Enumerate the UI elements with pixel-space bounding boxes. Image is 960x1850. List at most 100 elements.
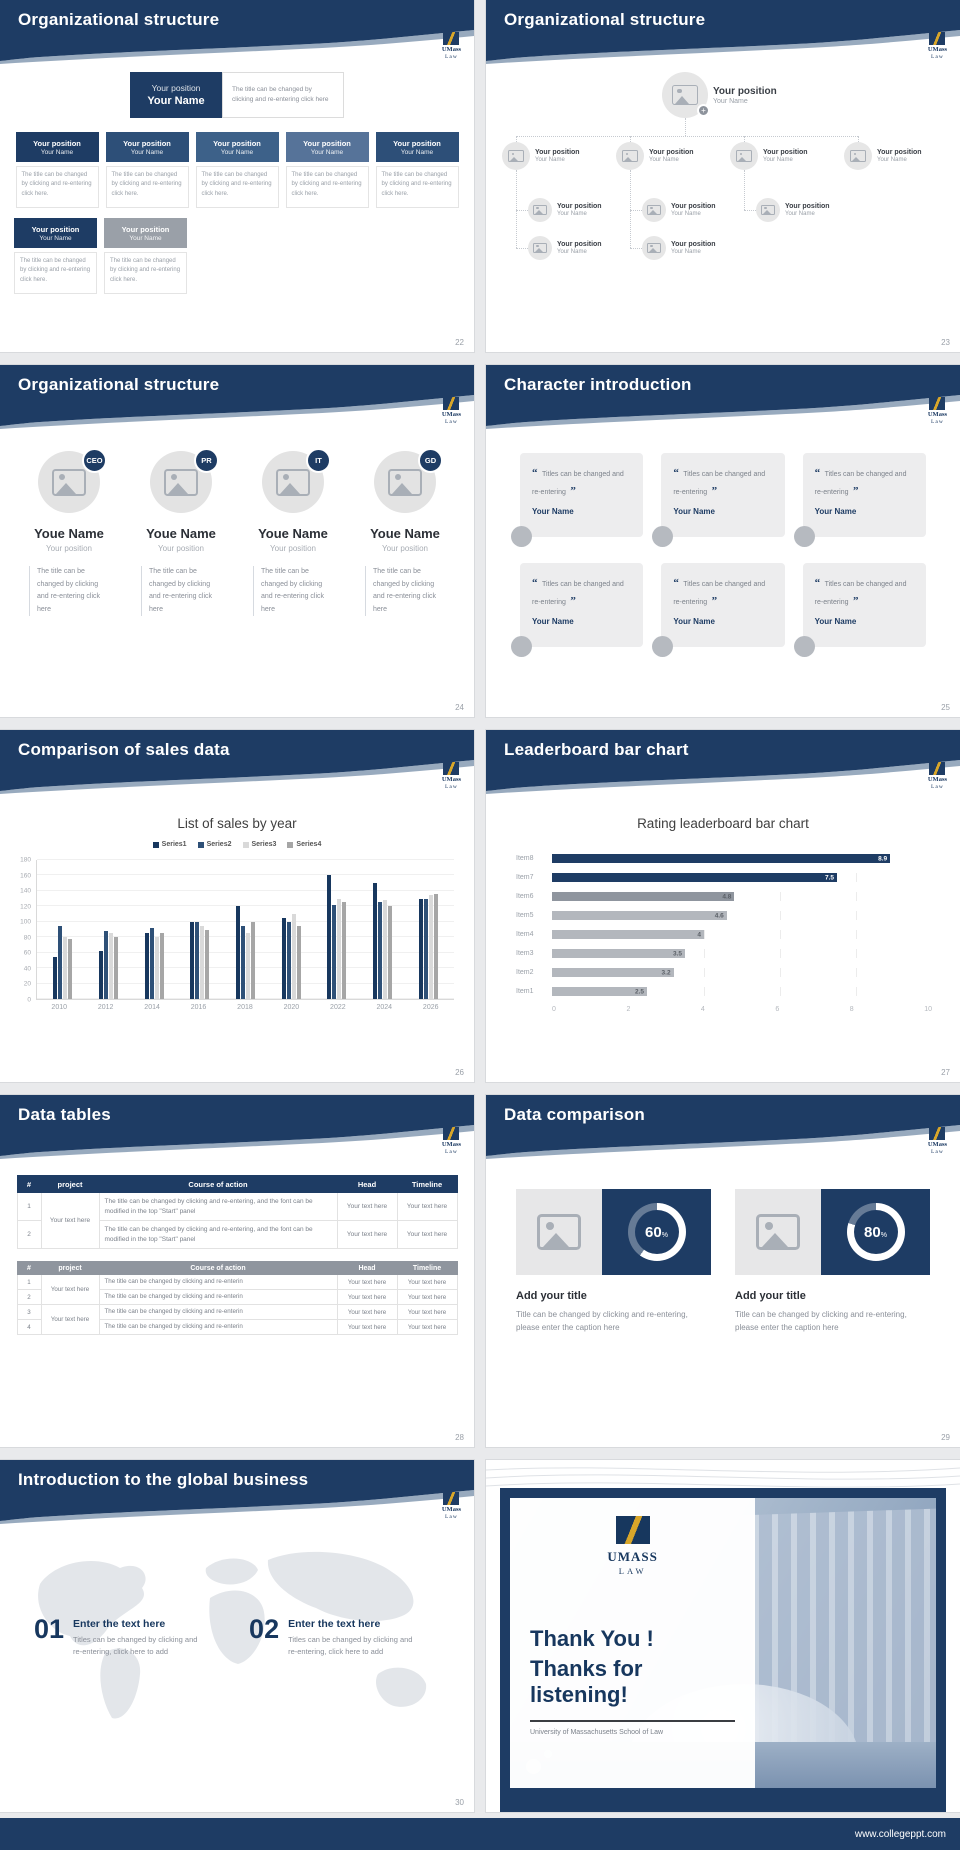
org-box: Your position Your Name The title can be c… — [375, 132, 459, 208]
bar — [235, 906, 240, 999]
thank-you-line2: Thanks for listening! — [530, 1656, 643, 1707]
umass-law-logo-large: UMASS LAW — [607, 1516, 658, 1576]
page-number: 23 — [941, 338, 950, 347]
page-number: 27 — [941, 1068, 950, 1077]
sales-legend: Series1 Series2 Series3 Series4 — [0, 841, 474, 848]
footer-url[interactable]: www.collegeppt.com — [854, 1828, 946, 1840]
x-tick-label: 0 — [552, 1006, 556, 1013]
umass-law-logo: UMass Law — [928, 397, 947, 425]
bar — [58, 925, 63, 999]
person-icon — [793, 636, 815, 657]
sales-bar-chart: List of sales by year Series1 Series2 Seri… — [0, 794, 474, 1082]
quote-open-icon: “ — [532, 467, 538, 479]
value-label: 4.8 — [722, 893, 732, 900]
profile-card: GD Youe Name Your position The title can… — [354, 448, 456, 617]
table-secondary: # project Course of action Head Timeline… — [16, 1261, 458, 1335]
quote-card: “ Titles can be changed and re-entering … — [511, 453, 644, 547]
page-number: 22 — [455, 338, 464, 347]
x-tick-label: 2018 — [237, 1004, 253, 1011]
bar-group — [281, 860, 301, 999]
org-box: Your position Your Name The title can be c… — [104, 218, 187, 294]
profile-card: IT Youe Name Your position The title can… — [242, 448, 344, 617]
slide-24[interactable]: Organizational structure UMass Law CEO Yo… — [0, 365, 474, 717]
bar: 8.9 — [552, 854, 891, 863]
image-placeholder-icon — [536, 1214, 582, 1250]
person-icon — [511, 636, 532, 657]
leaderboard-row: Item5 4.6 — [516, 906, 932, 925]
image-placeholder-icon — [647, 242, 661, 254]
bar — [149, 927, 154, 999]
bar: 2.5 — [552, 987, 647, 996]
profile-card: CEO Youe Name Your position The title ca… — [18, 448, 120, 617]
image-placeholder-icon — [276, 468, 310, 496]
image-placeholder-icon — [164, 468, 198, 496]
umass-logo-mark-icon — [443, 1492, 460, 1505]
umass-logo-mark-icon — [443, 32, 460, 45]
slide-26[interactable]: Comparison of sales data UMass Law List o… — [0, 730, 474, 1082]
connector-line — [744, 210, 756, 211]
bar-group — [418, 860, 438, 999]
page-number: 30 — [455, 1798, 464, 1807]
connector-line — [630, 170, 631, 248]
slide-25[interactable]: Character introduction UMass Law “ Titles… — [486, 365, 960, 717]
slide-28[interactable]: Data tables UMass Law # project Course of… — [0, 1095, 474, 1447]
slide-27[interactable]: Leaderboard bar chart UMass Law Rating le… — [486, 730, 960, 1082]
leader-rows: Item8 8.9 Item7 7.5 Item6 4.8 Item5 4.6 Item4 4 It… — [516, 849, 932, 1001]
slide-22[interactable]: Organizational structure UMass Law Your p… — [0, 0, 474, 352]
y-tick-label: 60 — [23, 949, 31, 957]
value-label: 3.2 — [661, 969, 671, 976]
bar — [382, 900, 387, 999]
x-tick-label: 10 — [924, 1006, 932, 1013]
org-node: Your position Your Name — [642, 198, 716, 222]
contour-lines — [486, 1467, 960, 1488]
image-placeholder-icon — [622, 149, 638, 163]
donut-chart-60: 60% — [627, 1203, 686, 1261]
slide-title: Data tables — [18, 1105, 111, 1124]
gridline — [37, 951, 454, 953]
bar — [103, 931, 108, 999]
image-placeholder — [516, 1189, 602, 1275]
quote-open-icon: “ — [673, 467, 679, 479]
bar — [154, 937, 159, 999]
org-boxes-chart: Your position Your Name The title can be… — [0, 64, 474, 352]
quote-open-icon: “ — [673, 577, 679, 589]
umass-law-logo: UMass Law — [928, 1127, 947, 1155]
slide-30[interactable]: Introduction to the global business UMas… — [0, 1460, 474, 1812]
item-label: Item4 — [516, 931, 534, 938]
y-tick-label: 40 — [23, 965, 31, 973]
value-label: 4.6 — [714, 912, 724, 919]
org-box: Your position Your Name The title can be c… — [15, 132, 99, 208]
quote-card: “ Titles can be changed and re-entering … — [652, 453, 785, 547]
org-node: Your position Your Name — [642, 236, 716, 260]
leaderboard-row: Item4 4 — [516, 925, 932, 944]
image-placeholder — [735, 1189, 821, 1275]
quote-close-icon: ” — [570, 595, 576, 607]
donut-box: 80% — [821, 1189, 930, 1275]
connector-line — [744, 170, 745, 210]
table-row: 4 The title can be changed by clicking a… — [16, 1319, 458, 1335]
leaderboard-row: Item8 8.9 — [516, 849, 932, 868]
umass-law-logo: UMass Law — [928, 762, 947, 790]
page-number: 24 — [455, 703, 464, 712]
gridline — [37, 982, 454, 984]
sales-grid — [37, 859, 454, 999]
comparison-panel: 80% Add your title Title can be changed … — [735, 1189, 930, 1334]
slide-29[interactable]: Data comparison UMass Law 60% Add your ti… — [486, 1095, 960, 1447]
x-tick-label: 2 — [626, 1006, 631, 1013]
bar-group — [53, 860, 73, 999]
bar — [63, 937, 68, 999]
y-tick-label: 80 — [23, 934, 31, 942]
person-icon — [652, 636, 674, 657]
bar: 4.6 — [552, 911, 727, 920]
bar: 3.5 — [552, 949, 685, 958]
umass-logo-mark-icon — [929, 32, 946, 45]
header-wave — [0, 1095, 474, 1159]
quote-open-icon: “ — [532, 577, 538, 589]
slide-title: Organizational structure — [504, 10, 706, 29]
slide-thank-you[interactable]: UMASS LAW Thank You ! Thanks for listeni… — [486, 1460, 960, 1812]
global-business: 01 Enter the text here Titles can be cha… — [0, 1524, 474, 1812]
bar — [68, 938, 73, 999]
bar — [245, 933, 250, 999]
thank-you-line1: Thank You ! — [530, 1626, 654, 1651]
